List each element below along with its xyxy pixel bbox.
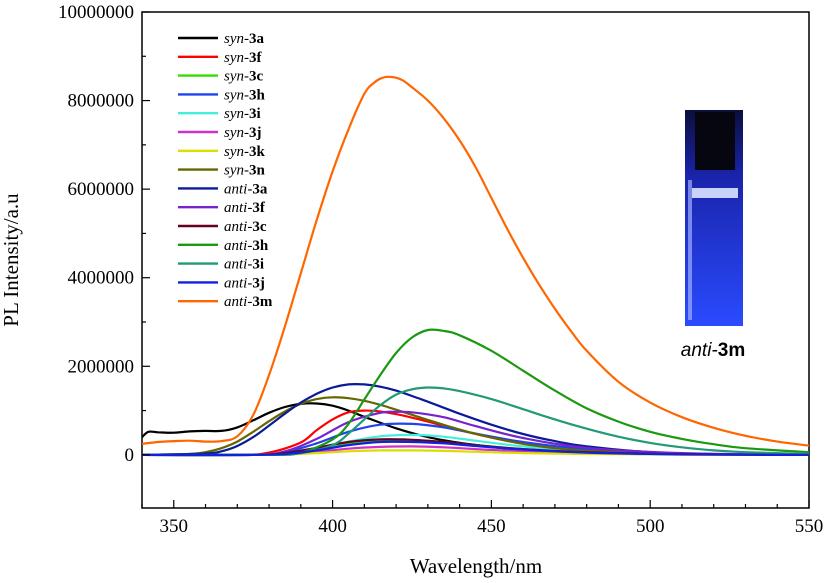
y-tick-label: 0 bbox=[125, 445, 135, 466]
x-axis: 350 400 450 500 550 bbox=[141, 500, 824, 537]
legend-label: anti-3a bbox=[224, 181, 268, 197]
x-tick-label: 400 bbox=[318, 516, 347, 537]
legend-label: anti-3m bbox=[224, 294, 273, 310]
series-line-anti-3h bbox=[142, 328, 809, 457]
legend-label: syn-3c bbox=[224, 69, 264, 85]
legend-label: syn-3h bbox=[224, 87, 266, 103]
legend-label: syn-3j bbox=[224, 125, 262, 141]
legend-label: syn-3n bbox=[224, 163, 266, 179]
legend-label: anti-3i bbox=[224, 257, 264, 273]
legend-label: anti-3j bbox=[224, 275, 265, 291]
legend-label: anti-3f bbox=[224, 200, 266, 216]
legend-label: syn-3f bbox=[224, 50, 263, 66]
y-tick-label: 6000000 bbox=[68, 179, 135, 200]
legend-label: anti-3h bbox=[224, 238, 269, 254]
y-axis: 0 2000000 4000000 6000000 8000000 10000000 bbox=[58, 2, 150, 466]
series-line-anti-3f bbox=[142, 410, 809, 457]
y-tick-label: 4000000 bbox=[68, 268, 135, 289]
legend-label: anti-3c bbox=[224, 219, 267, 235]
series-line-anti-3j bbox=[142, 440, 809, 457]
x-tick-label: 450 bbox=[477, 516, 506, 537]
series-line-syn-3n bbox=[142, 396, 809, 456]
legend: syn-3a syn-3f syn-3c syn-3h syn-3i syn-3j syn-… bbox=[178, 31, 273, 310]
series-layer bbox=[142, 75, 809, 457]
vial-cap bbox=[695, 112, 735, 170]
vial-glow-band bbox=[692, 188, 738, 198]
inset-label: anti-3m bbox=[681, 340, 745, 361]
vial-edge-glow bbox=[688, 180, 692, 320]
y-tick-label: 8000000 bbox=[68, 91, 135, 112]
series-line-syn-3a bbox=[142, 402, 809, 456]
y-tick-label: 10000000 bbox=[58, 2, 134, 23]
x-tick-label: 350 bbox=[160, 516, 189, 537]
series-line-anti-3i bbox=[142, 386, 809, 457]
x-axis-title: Wavelength/nm bbox=[410, 554, 542, 578]
legend-label: syn-3i bbox=[224, 106, 261, 122]
series-line-anti-3m bbox=[142, 75, 809, 447]
legend-label: syn-3k bbox=[224, 144, 266, 160]
y-axis-title: PL Intensity/a.u bbox=[0, 193, 23, 327]
legend-label: syn-3a bbox=[224, 31, 265, 47]
plot-frame bbox=[141, 11, 810, 509]
y-tick-label: 2000000 bbox=[68, 356, 135, 377]
x-tick-label: 550 bbox=[795, 516, 824, 537]
x-tick-label: 500 bbox=[636, 516, 665, 537]
inset-vial-photo: anti-3m bbox=[681, 110, 745, 361]
